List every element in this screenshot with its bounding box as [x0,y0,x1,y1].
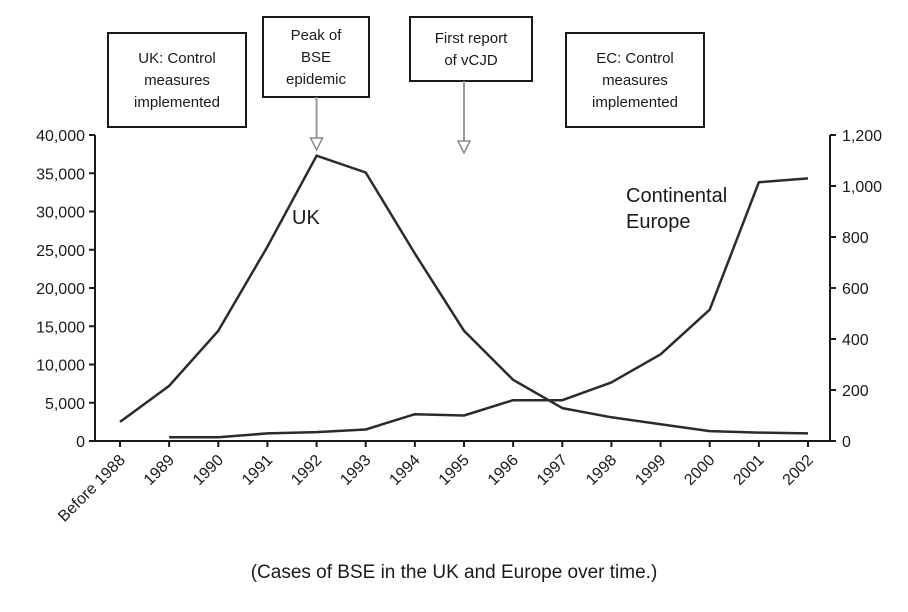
y-right-tick-label: 800 [842,230,869,247]
series-label-continental-europe: Europe [626,211,691,233]
annotation-box [107,32,247,128]
x-tick-label: 1991 [239,452,276,489]
x-tick-label: 1989 [141,452,178,489]
y-left-tick-label: 20,000 [36,281,85,298]
annotation-text: Peak of [291,27,343,44]
annotation-text: measures [144,72,210,89]
annotation-text: measures [602,72,668,89]
x-tick-label: 1999 [632,452,669,489]
annotation-text: First report [435,30,508,47]
annotation-text: implemented [592,94,678,111]
chart-caption: (Cases of BSE in the UK and Europe over … [250,562,658,583]
annotation-box [409,16,533,82]
x-tick-label: 2000 [681,452,718,489]
annotation-text: UK: Control [138,50,216,67]
x-tick-label: Before 1988 [55,452,129,526]
y-right-tick-label: 400 [842,332,869,349]
annotation-text: implemented [134,94,220,111]
series-labels: UK Continental Europe [292,185,727,233]
annotation-arrow-head [309,137,324,152]
y-right-tick-label: 0 [842,434,851,451]
annotation-arrow-head [456,140,472,155]
x-tick-label: 1992 [288,452,325,489]
series-label-uk: UK [292,207,320,229]
x-tick-label: 1990 [190,452,227,489]
annotation-text: of vCJD [444,52,498,69]
x-tick-label: 1996 [485,452,522,489]
x-tick-label: 1993 [337,452,374,489]
y-left-tick-label: 0 [76,434,85,451]
y-right-tick-label: 1,200 [842,128,882,145]
chart-axes: 0 5,000 10,000 15,000 20,000 25,000 30,000 35,0… [36,128,882,525]
chart-series [119,154,809,439]
series-line-uk [119,154,809,435]
x-tick-label: 2001 [730,452,767,489]
x-tick-label: 2002 [780,452,817,489]
y-right-tick-label: 1,000 [842,179,882,196]
y-left-tick-label: 40,000 [36,128,85,145]
x-tick-label: 1997 [534,452,571,489]
annotation-text: epidemic [286,71,347,88]
series-line-continental-europe [169,177,809,439]
x-tick-label: 1998 [583,452,620,489]
y-left-tick-label: 25,000 [36,243,85,260]
annotation-box [262,16,370,98]
y-left-tick-label: 30,000 [36,205,85,222]
y-right-tick-label: 600 [842,281,869,298]
series-label-continental-europe: Continental [626,185,727,207]
y-left-tick-label: 15,000 [36,319,85,336]
x-tick-label: 1994 [386,452,423,489]
y-left-tick-label: 5,000 [45,396,85,413]
y-right-tick-label: 200 [842,383,869,400]
x-tick-label: 1995 [436,452,473,489]
annotation-text: EC: Control [596,50,674,67]
annotation-text: BSE [301,49,331,66]
annotation-box [565,32,705,128]
y-left-tick-label: 10,000 [36,358,85,375]
annotations: UK: Control measures implemented Peak of BSE… [107,16,705,155]
y-left-tick-label: 35,000 [36,166,85,183]
